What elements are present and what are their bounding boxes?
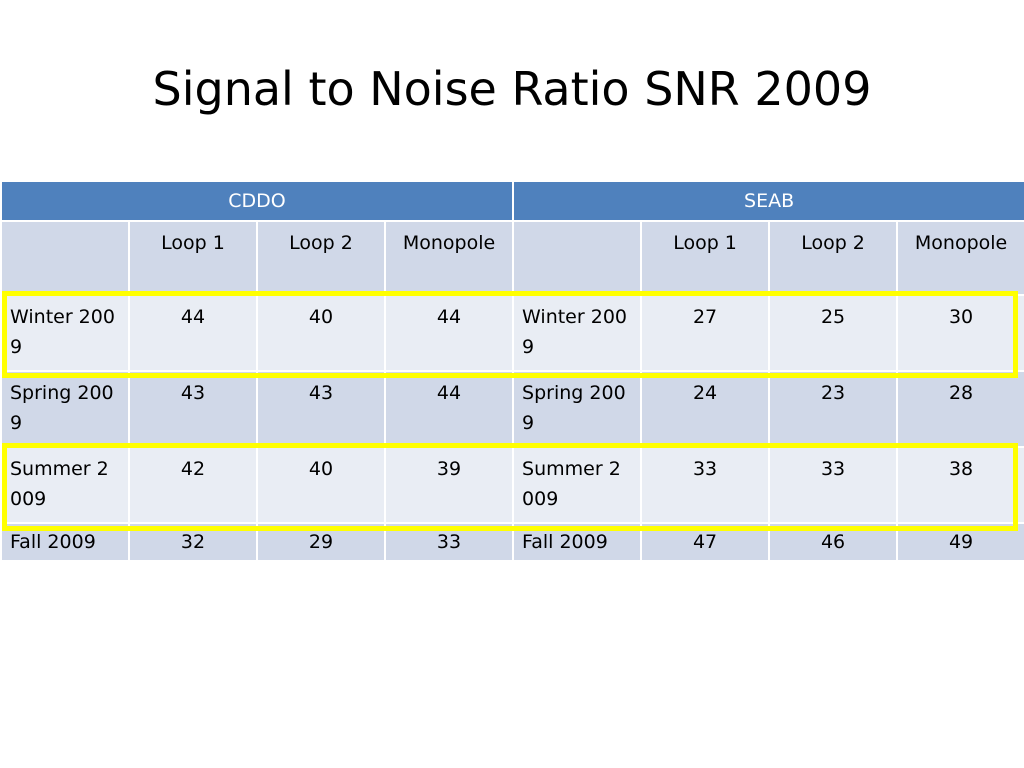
- table-row: Spring 2009 43 43 44 Spring 2009 24 23 2…: [0, 370, 1024, 448]
- column-header-monopole: Monopole: [896, 220, 1024, 296]
- table-cell: 30: [896, 294, 1024, 372]
- row-label: Fall 2009: [512, 522, 643, 562]
- row-label: Fall 2009: [0, 522, 130, 562]
- table-cell: 42: [128, 446, 258, 524]
- row-label: Spring 2009: [0, 370, 130, 448]
- table-cell: 44: [383, 370, 515, 448]
- table-cell: 29: [256, 522, 386, 562]
- table-cell: 43: [128, 370, 258, 448]
- column-header-row: Loop 1 Loop 2 Monopole Loop 1 Loop 2 Mon…: [0, 220, 1024, 296]
- table-row: Winter 2009 44 40 44 Winter 2009 27 25 3…: [0, 294, 1024, 372]
- table-cell: 46: [768, 522, 899, 562]
- table-cell: 24: [640, 370, 771, 448]
- table-cell: 44: [128, 294, 258, 372]
- snr-table: CDDO SEAB Loop 1 Loop 2 Monopole Loop 1 …: [0, 180, 1024, 562]
- table-cell: 25: [768, 294, 899, 372]
- row-label: Summer 2009: [0, 446, 130, 524]
- row-label: Summer 2009: [512, 446, 643, 524]
- group-header-seab: SEAB: [512, 180, 1024, 222]
- table-cell: 38: [896, 446, 1024, 524]
- table-cell: 47: [640, 522, 771, 562]
- table-cell: 27: [640, 294, 771, 372]
- column-header-loop1: Loop 1: [128, 220, 258, 296]
- column-header-blank: [512, 220, 643, 296]
- table-row: Summer 2009 42 40 39 Summer 2009 33 33 3…: [0, 446, 1024, 524]
- table-cell: 33: [640, 446, 771, 524]
- column-header-blank: [0, 220, 130, 296]
- column-header-loop1: Loop 1: [640, 220, 771, 296]
- table-cell: 40: [256, 446, 386, 524]
- table-row: Fall 2009 32 29 33 Fall 2009 47 46 49: [0, 522, 1024, 562]
- row-label: Spring 2009: [512, 370, 643, 448]
- table-cell: 33: [768, 446, 899, 524]
- table-cell: 28: [896, 370, 1024, 448]
- table-cell: 23: [768, 370, 899, 448]
- slide-title: Signal to Noise Ratio SNR 2009: [152, 62, 872, 116]
- table-cell: 49: [896, 522, 1024, 562]
- table-cell: 33: [383, 522, 515, 562]
- row-label: Winter 2009: [0, 294, 130, 372]
- group-header-cddo: CDDO: [0, 180, 515, 222]
- column-header-loop2: Loop 2: [256, 220, 386, 296]
- group-header-row: CDDO SEAB: [0, 180, 1024, 222]
- table-cell: 44: [383, 294, 515, 372]
- table-cell: 40: [256, 294, 386, 372]
- row-label: Winter 2009: [512, 294, 643, 372]
- column-header-loop2: Loop 2: [768, 220, 899, 296]
- column-header-monopole: Monopole: [383, 220, 515, 296]
- table-cell: 32: [128, 522, 258, 562]
- table-cell: 39: [383, 446, 515, 524]
- table-cell: 43: [256, 370, 386, 448]
